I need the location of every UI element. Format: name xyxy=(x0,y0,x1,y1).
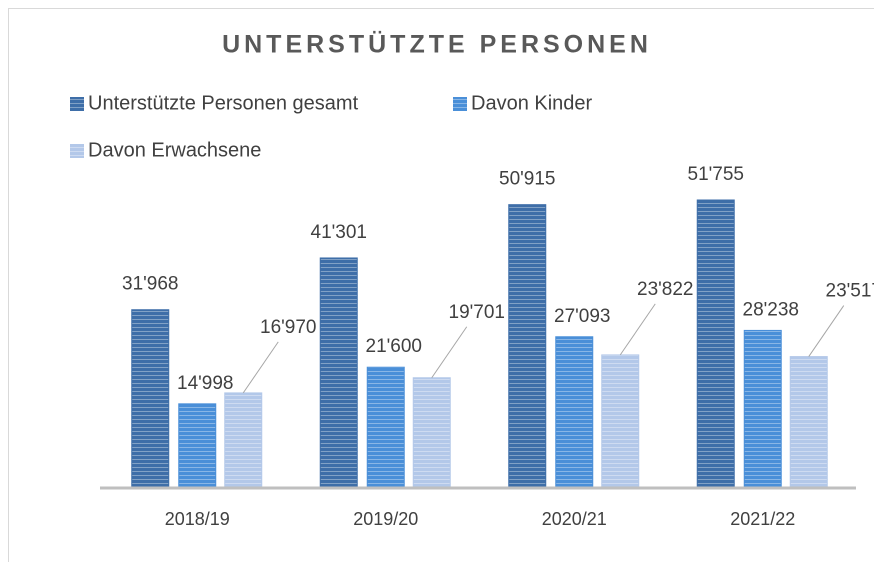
chart-title: UNTERSTÜTZTE PERSONEN xyxy=(222,30,652,59)
x-tick-label: 2020/21 xyxy=(542,509,607,529)
data-label: 27'093 xyxy=(554,306,610,327)
data-label: 23'822 xyxy=(637,279,693,300)
data-label: 28'238 xyxy=(743,299,799,320)
legend-swatch xyxy=(70,144,84,158)
bar xyxy=(131,309,170,488)
data-label: 41'301 xyxy=(311,222,367,243)
x-tick-label: 2019/20 xyxy=(353,509,418,529)
leader-line xyxy=(242,341,279,394)
data-label: 19'701 xyxy=(449,302,505,323)
bar xyxy=(412,377,451,488)
legend-swatch xyxy=(453,97,467,111)
data-label: 51'755 xyxy=(688,164,744,185)
legend-label: Unterstützte Personen gesamt xyxy=(88,92,359,114)
bar xyxy=(555,336,594,488)
leader-line xyxy=(619,303,656,356)
leader-line xyxy=(431,326,468,379)
data-label: 14'998 xyxy=(177,373,233,394)
bar xyxy=(601,354,640,488)
bar xyxy=(319,257,358,488)
data-label: 16'970 xyxy=(260,317,316,338)
legend-swatch xyxy=(70,97,84,111)
data-label: 31'968 xyxy=(122,274,178,295)
data-label: 21'600 xyxy=(366,336,422,357)
legend-label: Davon Erwachsene xyxy=(88,139,261,161)
bar xyxy=(224,392,263,488)
bar xyxy=(789,356,828,488)
bar xyxy=(178,403,217,488)
bar xyxy=(508,204,547,488)
bar xyxy=(366,366,405,488)
x-tick-label: 2021/22 xyxy=(730,509,795,529)
legend-label: Davon Kinder xyxy=(471,92,593,114)
bar xyxy=(696,199,735,488)
data-label: 23'517 xyxy=(826,281,874,302)
bar xyxy=(743,329,782,488)
data-label: 50'915 xyxy=(499,169,555,190)
leader-line xyxy=(808,305,845,357)
x-tick-label: 2018/19 xyxy=(165,509,230,529)
